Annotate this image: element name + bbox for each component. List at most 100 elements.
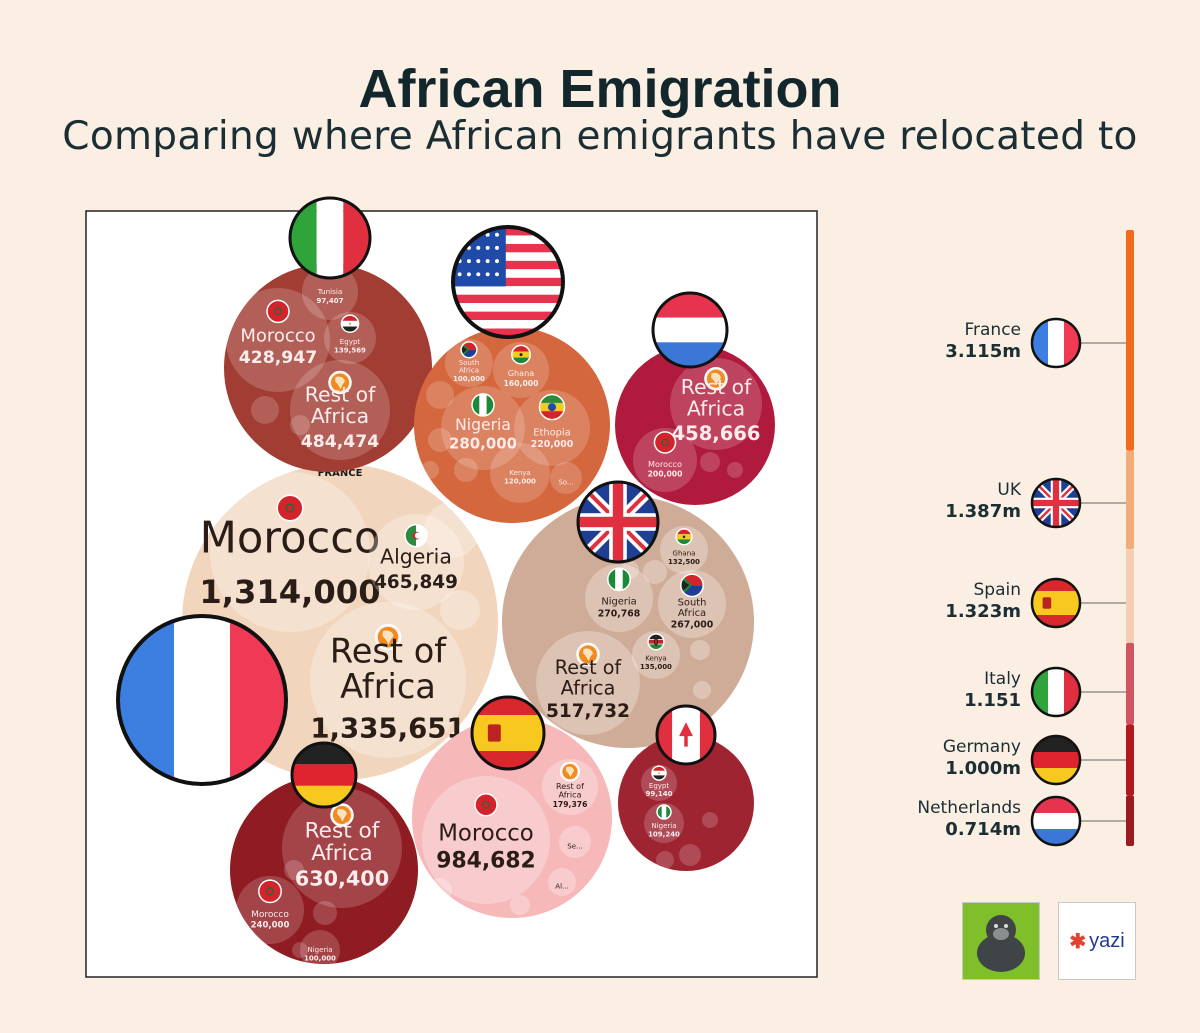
flag-fill bbox=[577, 643, 599, 666]
flag-part bbox=[666, 805, 671, 819]
source-name: Morocco bbox=[200, 514, 381, 564]
flag-ring bbox=[576, 480, 660, 564]
eagle bbox=[348, 322, 352, 325]
source-name: Rest of bbox=[330, 632, 447, 671]
continent bbox=[583, 648, 593, 661]
flag-part bbox=[661, 805, 667, 819]
source-value: 484,474 bbox=[301, 432, 380, 452]
flag-fill bbox=[1032, 479, 1080, 527]
source-name: Ghana bbox=[673, 550, 696, 558]
source-value: 517,732 bbox=[546, 701, 630, 722]
flag-part bbox=[1048, 319, 1064, 367]
flag-nigeria-icon bbox=[471, 393, 495, 417]
flag-fill bbox=[652, 766, 666, 781]
star bbox=[476, 272, 481, 277]
flag-ring bbox=[1030, 795, 1082, 847]
flag-ring bbox=[470, 695, 546, 771]
source-bubble bbox=[300, 930, 340, 970]
black-tri bbox=[461, 344, 468, 355]
filler-bubble bbox=[251, 396, 279, 424]
flag-morocco-icon bbox=[266, 299, 290, 324]
star bbox=[476, 259, 481, 264]
star bbox=[476, 245, 481, 250]
source-name: Se... bbox=[567, 842, 582, 850]
filler-bubble bbox=[440, 590, 480, 630]
flag-ring bbox=[607, 567, 631, 592]
source-bubble bbox=[290, 360, 390, 460]
source-value: 100,000 bbox=[304, 954, 336, 962]
flag-part bbox=[652, 766, 666, 771]
source-name: Ghana bbox=[508, 368, 534, 378]
source-name: Egypt bbox=[649, 782, 669, 790]
flag-part bbox=[652, 775, 666, 781]
flag-ring bbox=[675, 528, 693, 546]
flag-part bbox=[1032, 752, 1080, 768]
flag-algeria-icon bbox=[404, 523, 428, 548]
flag-fill bbox=[705, 367, 727, 390]
filler-bubble bbox=[690, 640, 710, 660]
flag-part bbox=[648, 644, 664, 650]
flag-germany-icon bbox=[290, 741, 358, 809]
flag-fill bbox=[560, 762, 580, 781]
continent bbox=[337, 809, 347, 822]
source-name: Africa bbox=[459, 366, 479, 374]
filler-bubble bbox=[292, 942, 308, 958]
flag-part bbox=[472, 715, 544, 751]
legend-total: 1.323m bbox=[945, 601, 1021, 622]
flag-south-africa-icon bbox=[680, 573, 704, 598]
flag-ghana-icon bbox=[511, 344, 531, 365]
flag-ring bbox=[471, 393, 495, 417]
flag-nigeria-icon bbox=[607, 567, 631, 592]
legend-bar-segment bbox=[1126, 549, 1134, 643]
source-bubble bbox=[641, 765, 677, 801]
yazi-mark-icon: ✱ bbox=[1069, 930, 1087, 953]
destination-label: FRANCE bbox=[318, 468, 363, 479]
eagle bbox=[658, 772, 660, 774]
star bbox=[682, 535, 686, 539]
flag-ethiopia-icon bbox=[538, 393, 566, 421]
flag-part bbox=[461, 341, 477, 350]
source-bubble bbox=[445, 339, 493, 387]
flag-ring bbox=[653, 431, 677, 454]
flag-part bbox=[461, 349, 477, 358]
source-name: Egypt bbox=[340, 337, 361, 346]
legend-bar-segment bbox=[1126, 795, 1134, 846]
flag-part bbox=[258, 880, 282, 903]
flag-part bbox=[654, 431, 676, 453]
filler-bubble bbox=[693, 681, 711, 699]
star bbox=[485, 259, 490, 264]
flag-fill bbox=[118, 616, 286, 784]
star bbox=[495, 232, 499, 237]
black-tri bbox=[680, 578, 690, 593]
source-name: Morocco bbox=[240, 326, 315, 347]
flag-fill bbox=[331, 804, 353, 826]
flag-ring bbox=[404, 523, 428, 548]
source-name: Africa bbox=[561, 676, 616, 699]
africa-icon-icon bbox=[560, 761, 580, 782]
legend-total: 3.115m bbox=[945, 341, 1021, 362]
flag-ring bbox=[276, 494, 304, 522]
flag-ring bbox=[511, 344, 531, 365]
flag-morocco-icon bbox=[474, 793, 498, 817]
flag-part bbox=[578, 516, 658, 528]
continent bbox=[335, 376, 345, 390]
star bbox=[285, 503, 295, 513]
flag-part bbox=[475, 793, 497, 816]
source-name: Morocco bbox=[251, 910, 289, 920]
source-value: 139,569 bbox=[334, 347, 366, 355]
flag-part bbox=[453, 294, 563, 304]
source-value: 240,000 bbox=[251, 921, 290, 931]
legend-bar-segment bbox=[1126, 230, 1134, 451]
flag-ring bbox=[647, 633, 665, 651]
source-name: Al... bbox=[555, 882, 568, 890]
source-value: 132,500 bbox=[668, 558, 700, 566]
africa-icon-icon bbox=[328, 370, 352, 395]
flag-fill bbox=[511, 345, 531, 364]
source-name: Nigeria bbox=[455, 416, 511, 434]
legend-total: 1.151 bbox=[964, 690, 1021, 711]
flag-ring bbox=[680, 573, 704, 598]
legend-country: Spain bbox=[974, 580, 1022, 600]
source-bubble bbox=[236, 876, 304, 944]
